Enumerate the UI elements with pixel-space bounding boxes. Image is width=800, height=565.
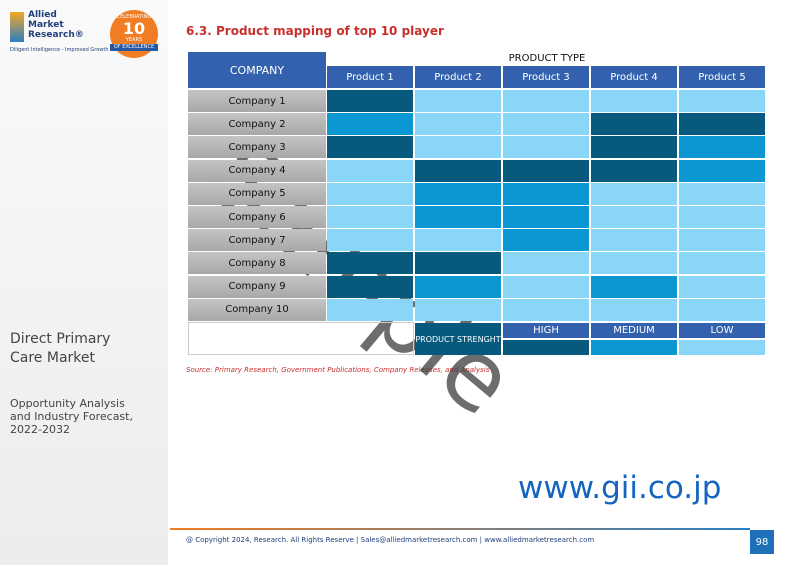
group-header: PRODUCT TYPE <box>508 53 586 64</box>
level-cell <box>415 206 501 228</box>
company-cell: Company 6 <box>188 206 326 228</box>
legend-label: LOW <box>679 323 765 338</box>
company-header: COMPANY <box>188 52 326 88</box>
level-cell <box>503 206 589 228</box>
level-cell <box>415 90 501 112</box>
level-cell <box>679 229 765 252</box>
company-cell: Company 8 <box>188 252 326 275</box>
footer-text: @ Copyright 2024, Research. All Rights R… <box>186 536 595 544</box>
slide-title: 6.3. Product mapping of top 10 player <box>186 24 444 38</box>
company-cell: Company 1 <box>188 90 326 112</box>
badge: CELEBRATING 10 YEARS OF EXCELLENCE <box>110 10 158 58</box>
company-cell: Company 4 <box>188 159 326 182</box>
level-cell <box>591 113 677 136</box>
level-cell <box>591 298 677 321</box>
level-cell <box>327 182 413 205</box>
level-cell <box>591 159 677 182</box>
sidebar <box>0 0 168 565</box>
level-cell <box>415 252 501 275</box>
level-cell <box>591 275 677 298</box>
level-cell <box>327 229 413 252</box>
legend-swatch <box>503 340 589 355</box>
level-cell <box>327 159 413 182</box>
level-cell <box>679 136 765 159</box>
legend-frame <box>188 322 414 355</box>
column-header: Product 4 <box>591 66 677 88</box>
logo-line: Allied <box>28 10 57 20</box>
badge-number: 10 <box>122 19 146 38</box>
logo-line: Market <box>28 20 64 30</box>
column-header: Product 3 <box>503 66 589 88</box>
logo-icon <box>10 12 24 42</box>
level-cell <box>327 206 413 228</box>
legend-label: MEDIUM <box>591 323 677 338</box>
company-cell: Company 9 <box>188 275 326 298</box>
level-cell <box>327 90 413 112</box>
column-header: Product 5 <box>679 66 765 88</box>
level-cell <box>415 136 501 159</box>
level-cell <box>327 113 413 136</box>
level-cell <box>415 298 501 321</box>
level-cell <box>415 182 501 205</box>
watermark-site: www.gii.co.jp <box>518 470 722 506</box>
level-cell <box>503 252 589 275</box>
legend-swatch <box>591 340 677 355</box>
column-header: Product 2 <box>415 66 501 88</box>
report-title: Direct Primary Care Market <box>10 331 111 366</box>
level-cell <box>591 229 677 252</box>
level-cell <box>503 182 589 205</box>
level-cell <box>679 275 765 298</box>
company-cell: Company 3 <box>188 136 326 159</box>
level-cell <box>679 113 765 136</box>
level-cell <box>327 252 413 275</box>
level-cell <box>679 206 765 228</box>
logo-tagline: Diligent Intelligence - Improved Growth <box>10 47 109 53</box>
legend-swatch <box>679 340 765 355</box>
level-cell <box>415 159 501 182</box>
level-cell <box>415 229 501 252</box>
level-cell <box>679 252 765 275</box>
badge-text: OF EXCELLENCE <box>110 44 158 51</box>
level-cell <box>591 252 677 275</box>
report-subtitle: Opportunity Analysis and Industry Foreca… <box>10 397 133 436</box>
legend-label: HIGH <box>503 323 589 338</box>
level-cell <box>503 275 589 298</box>
legend-title: PRODUCT STRENGHT <box>415 323 501 355</box>
level-cell <box>591 182 677 205</box>
level-cell <box>503 159 589 182</box>
column-header: Product 1 <box>327 66 413 88</box>
company-cell: Company 7 <box>188 229 326 252</box>
level-cell <box>503 113 589 136</box>
level-cell <box>679 159 765 182</box>
company-cell: Company 5 <box>188 182 326 205</box>
level-cell <box>415 275 501 298</box>
logo-name: Allied Market Research® <box>28 10 84 40</box>
badge-text: CELEBRATING <box>116 14 152 20</box>
level-cell <box>503 136 589 159</box>
level-cell <box>679 298 765 321</box>
level-cell <box>503 90 589 112</box>
level-cell <box>591 90 677 112</box>
footer-rule <box>170 528 750 530</box>
logo-line: Research® <box>28 30 84 40</box>
level-cell <box>503 229 589 252</box>
level-cell <box>415 113 501 136</box>
level-cell <box>679 90 765 112</box>
level-cell <box>327 275 413 298</box>
badge-text: YEARS <box>125 37 143 43</box>
level-cell <box>679 182 765 205</box>
level-cell <box>327 136 413 159</box>
source-note: Source: Primary Research, Government Pub… <box>186 366 490 374</box>
level-cell <box>503 298 589 321</box>
company-cell: Company 10 <box>188 298 326 321</box>
company-cell: Company 2 <box>188 113 326 136</box>
level-cell <box>591 206 677 228</box>
level-cell <box>327 298 413 321</box>
page-number: 98 <box>750 530 774 554</box>
level-cell <box>591 136 677 159</box>
